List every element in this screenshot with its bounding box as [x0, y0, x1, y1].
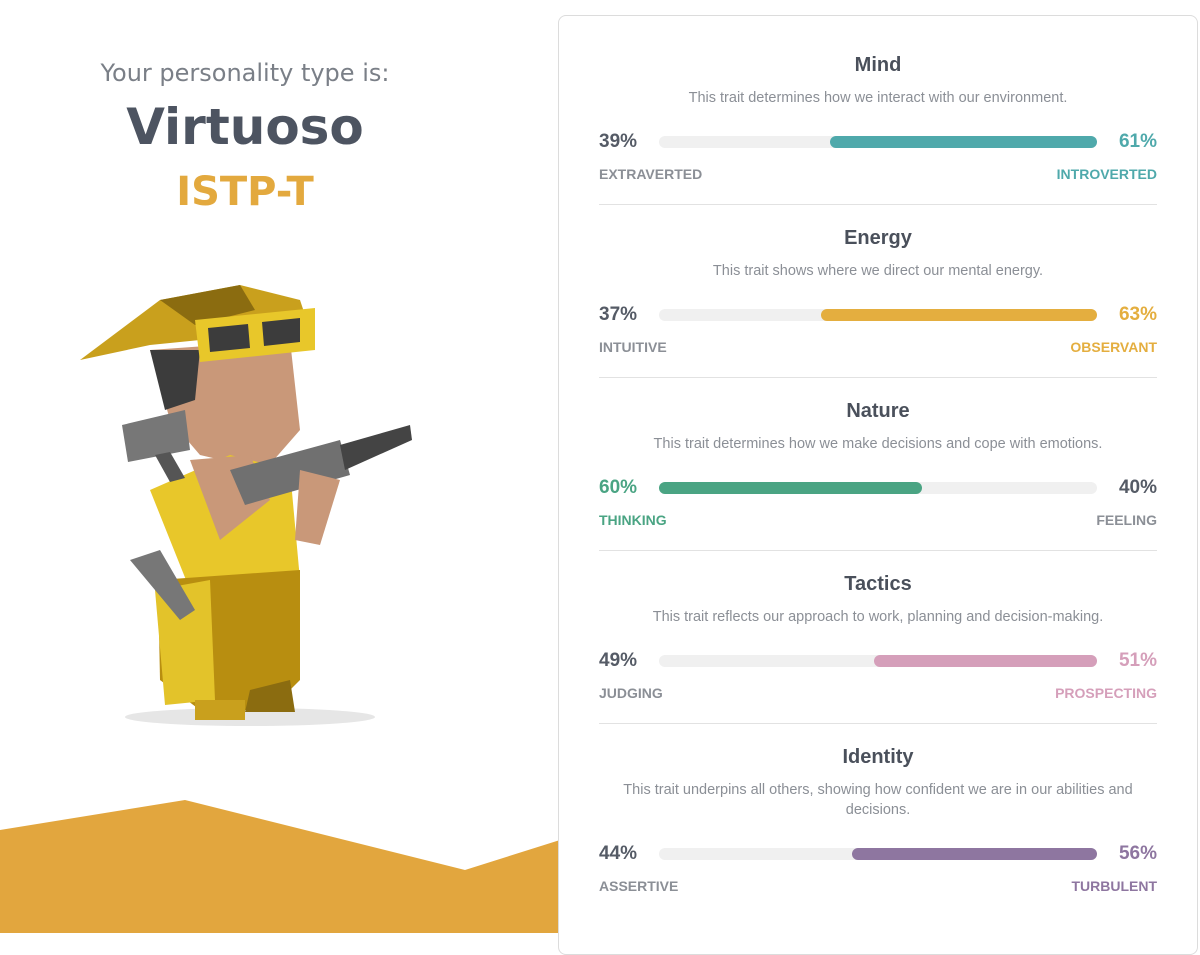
trait: Nature This trait determines how we make … [599, 398, 1157, 551]
trait-labels: ASSERTIVE TURBULENT [599, 876, 1157, 896]
illustration [0, 285, 560, 933]
left-label: ASSERTIVE [599, 878, 679, 894]
trait-title: Energy [844, 227, 912, 249]
left-label: THINKING [599, 512, 667, 528]
trait: Identity This trait underpins all others,… [599, 744, 1157, 916]
hat-shade [160, 285, 255, 325]
bar-fill [659, 482, 922, 494]
right-label: FEELING [1096, 512, 1157, 528]
bar-track [659, 655, 1097, 667]
lens [262, 318, 300, 346]
left-percent: 49% [599, 650, 638, 671]
right-percent: 40% [1118, 477, 1157, 498]
traits-card: Mind This trait determines how we interac… [558, 15, 1198, 955]
drill-bit [340, 425, 412, 470]
hammer-handle [155, 452, 185, 482]
type-code: ISTP-T [176, 169, 314, 215]
right-label: TURBULENT [1071, 878, 1157, 894]
trait: Tactics This trait reflects our approach … [599, 571, 1157, 724]
right-percent: 56% [1118, 843, 1157, 864]
hand [295, 470, 340, 545]
bar-fill [829, 136, 1097, 148]
drill [230, 440, 350, 505]
trait-title: Mind [854, 54, 902, 76]
apron [155, 580, 215, 705]
left-label: JUDGING [599, 685, 663, 701]
trait: Energy This trait shows where we direct o… [599, 225, 1157, 378]
shadow [125, 708, 375, 726]
bar-fill [851, 848, 1097, 860]
bar-track [659, 309, 1097, 321]
bar-track [659, 136, 1097, 148]
bar-fill [873, 655, 1097, 667]
trait-description: This trait shows where we direct our men… [712, 263, 1044, 279]
trait-bar-row: 60% 40% [599, 476, 1157, 500]
type-name: Virtuoso [126, 98, 364, 156]
trait-title: Tactics [844, 573, 912, 595]
boot [245, 680, 295, 712]
trait-bar-row: 44% 56% [599, 842, 1157, 866]
left-percent: 39% [599, 131, 638, 152]
boot [195, 700, 245, 720]
trait-labels: JUDGING PROSPECTING [599, 683, 1157, 703]
left-label: EXTRAVERTED [599, 166, 703, 182]
trait-labels: EXTRAVERTED INTROVERTED [599, 164, 1157, 184]
trait-description: This trait reflects our approach to work… [652, 609, 1104, 625]
right-percent: 61% [1118, 131, 1157, 152]
hammer [122, 410, 190, 462]
trait-description: This trait determines how we make decisi… [653, 436, 1103, 452]
right-percent: 51% [1118, 650, 1157, 671]
trait-labels: INTUITIVE OBSERVANT [599, 337, 1157, 357]
trait-title: Nature [846, 400, 910, 422]
trait: Mind This trait determines how we interac… [599, 52, 1157, 205]
bar-fill [821, 309, 1097, 321]
trait-bar-row: 49% 51% [599, 649, 1157, 673]
right-label: INTROVERTED [1056, 166, 1157, 182]
intro: Your personality type is: [100, 59, 390, 87]
left-percent: 44% [599, 843, 638, 864]
right-label: OBSERVANT [1070, 339, 1157, 355]
trait-bar-row: 39% 61% [599, 130, 1157, 154]
trait-bar-row: 37% 63% [599, 303, 1157, 327]
hair [150, 350, 200, 410]
left-percent: 37% [599, 304, 638, 325]
right-label: PROSPECTING [1055, 685, 1157, 701]
trait-description: This trait determines how we interact wi… [688, 90, 1068, 106]
trait-title: Identity [842, 746, 914, 768]
left-percent: 60% [599, 477, 638, 498]
bar-track [659, 848, 1097, 860]
trait-description: This trait underpins all others, showing… [623, 782, 1133, 818]
trait-labels: THINKING FEELING [599, 510, 1157, 530]
left-label: INTUITIVE [599, 339, 667, 355]
bar-track [659, 482, 1097, 494]
lens [208, 324, 250, 352]
type-summary: Your personality type is: Virtuoso ISTP-… [0, 0, 490, 216]
right-percent: 63% [1118, 304, 1157, 325]
wrench [130, 550, 195, 620]
mountain [0, 800, 560, 933]
